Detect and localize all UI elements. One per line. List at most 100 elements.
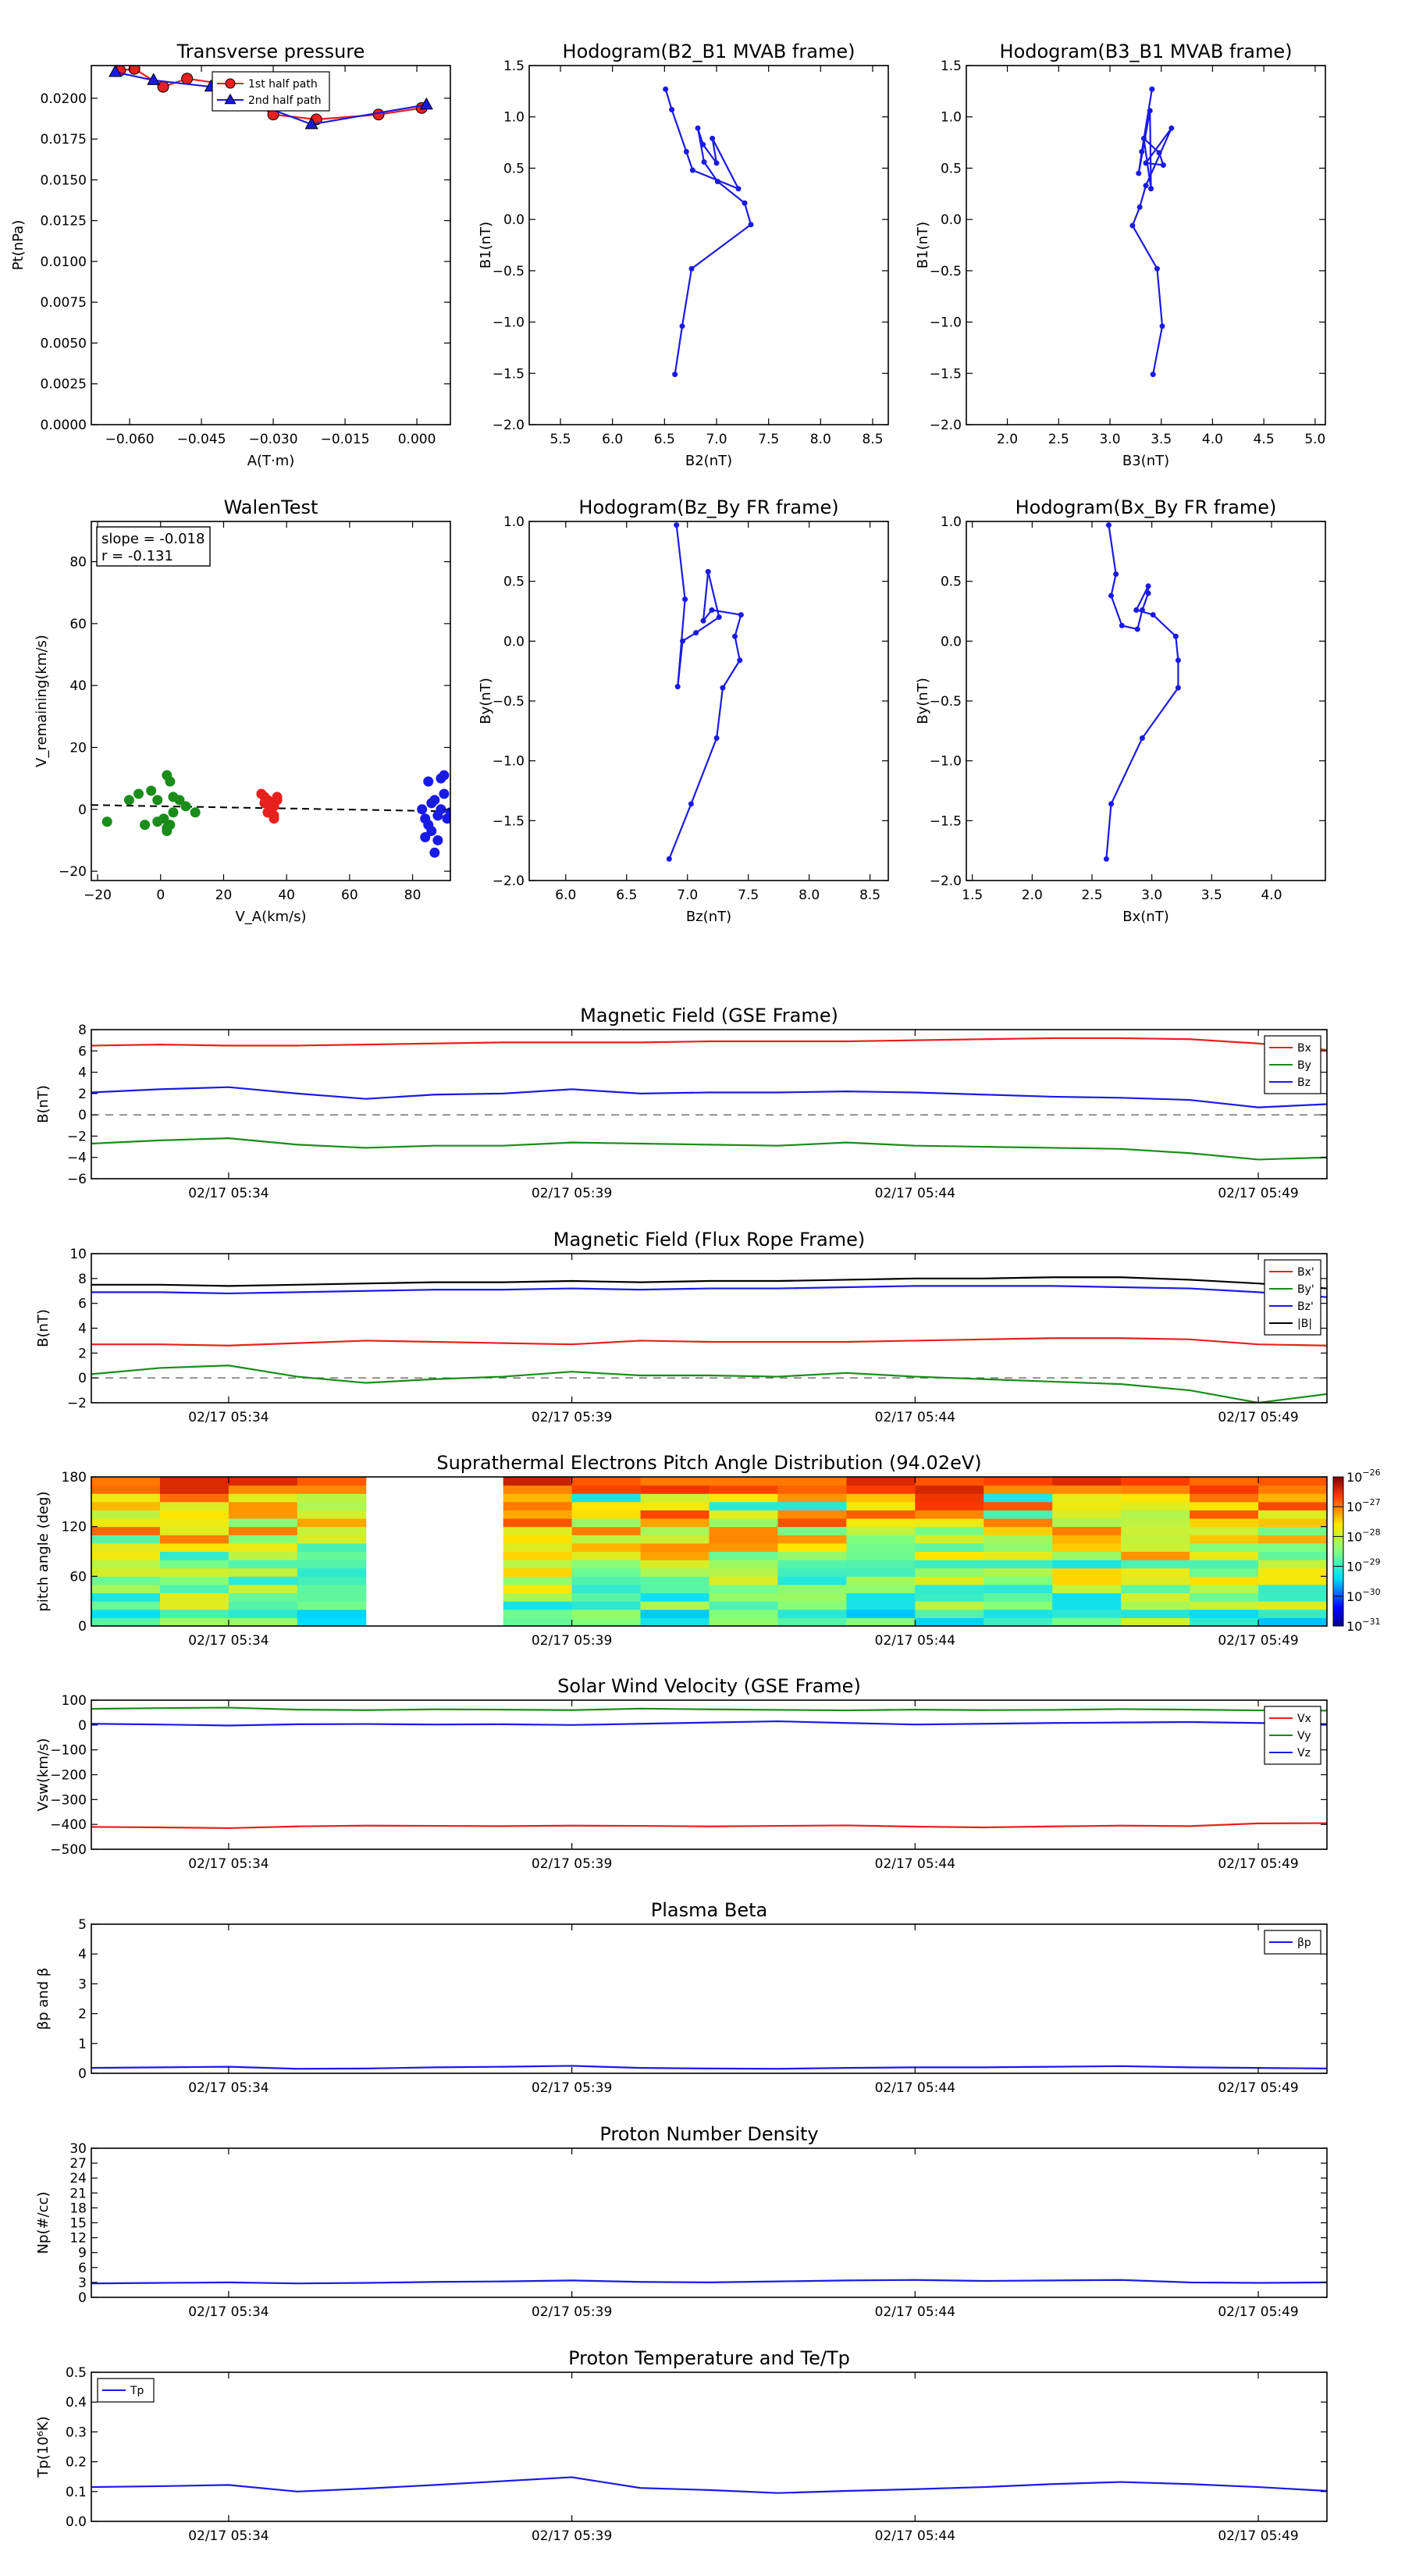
heatmap-cell: [915, 1584, 984, 1594]
y-tick-label: −1.0: [930, 754, 962, 770]
y-tick-label: −1.0: [930, 315, 962, 331]
heatmap-cell: [1121, 1485, 1190, 1494]
axes-frame: [91, 2371, 1328, 2522]
heatmap-cell: [91, 1560, 161, 1569]
series-line: [1105, 525, 1179, 859]
y-tick-label: 4: [78, 1322, 87, 1337]
heatmap-cell: [709, 1535, 778, 1544]
heatmap-cell: [91, 1601, 161, 1610]
heatmap-cell: [1258, 1551, 1327, 1560]
data-point: [688, 265, 695, 272]
series-line: [91, 1720, 1327, 1727]
time-tick-label: 02/17 05:39: [532, 1186, 612, 1201]
heatmap-cell: [984, 1584, 1053, 1594]
heatmap-cell: [297, 1518, 367, 1528]
time-tick-label: 02/17 05:34: [188, 1410, 269, 1425]
y-tick-label: 8: [78, 1272, 87, 1287]
y-tick-label: 3: [78, 2275, 87, 2291]
y-tick-label: 40: [69, 678, 87, 694]
heatmap-cell: [297, 1501, 367, 1510]
heatmap-cell: [984, 1592, 1053, 1602]
y-tick-label: 1: [78, 2037, 87, 2052]
heatmap-cell: [503, 1560, 573, 1569]
y-tick-label: 0.0075: [41, 295, 87, 311]
heatmap-cell: [777, 1551, 847, 1560]
heatmap-cell: [228, 1518, 298, 1528]
y-tick-label: 0.3: [66, 2425, 87, 2440]
data-point: [1149, 86, 1155, 92]
heatmap-cell: [1258, 1617, 1327, 1626]
colorbar: 10−26 10−27 10−28 10−29 10−30 10−31: [1332, 1468, 1381, 1634]
time-tick-label: 02/17 05:44: [875, 2080, 955, 2096]
heatmap-cell: [984, 1477, 1053, 1486]
y-tick-label: 0.5: [66, 2365, 87, 2381]
time-tick-label: 02/17 05:34: [188, 1633, 269, 1649]
heatmap-cell: [1190, 1617, 1259, 1626]
series-line: [91, 2065, 1327, 2070]
heatmap-cell: [846, 1560, 916, 1569]
x-tick-label: 1.5: [962, 888, 983, 903]
y-tick-label: 0.0050: [41, 336, 87, 351]
data-point: [683, 148, 689, 155]
chart-title: Proton Number Density: [599, 2123, 818, 2145]
chart-pad: 10−26 10−27 10−28 10−29 10−30 10−31 0 60 120 180 0…: [35, 1452, 1381, 1649]
series-line: [91, 1337, 1327, 1347]
heatmap-cell: [915, 1518, 984, 1528]
legend-label: Vz: [1297, 1747, 1311, 1759]
heatmap-cell: [91, 1551, 161, 1560]
heatmap-cell: [1190, 1542, 1259, 1552]
y-axis-label: Tp(10⁶K): [35, 2416, 52, 2478]
colorbar-exponent: −31: [1362, 1617, 1380, 1627]
heatmap-cell: [228, 1617, 298, 1626]
legend-label: Bx': [1297, 1266, 1314, 1279]
colorbar-exponent: −30: [1362, 1587, 1380, 1597]
y-tick-label: 18: [69, 2201, 87, 2216]
y-tick-label: −1.5: [493, 366, 525, 382]
chart-h3: −2.0 −1.5 −1.0 −0.5 0.0 0.5 1.0 6.0 6.5 7.0 7.5 8.0…: [478, 496, 889, 925]
chart-ts2: −2 0 2 4 6 8 10 02/17 05:34 02/17 05:39 02/17 05:…: [35, 1229, 1328, 1425]
scatter-point: [420, 831, 431, 842]
x-tick-label: 7.0: [706, 432, 727, 447]
time-tick-label: 02/17 05:34: [188, 2304, 269, 2320]
series-line: [91, 1037, 1327, 1051]
chart-title: Transverse pressure: [176, 41, 365, 62]
plot-area: [91, 1706, 1327, 1830]
time-tick-label: 02/17 05:44: [875, 1410, 955, 1425]
colorbar-exponent: −26: [1362, 1468, 1380, 1478]
heatmap-cell: [228, 1609, 298, 1618]
y-axis-label: By(nT): [915, 678, 931, 724]
heatmap-cell: [571, 1518, 642, 1528]
heatmap-cell: [297, 1542, 367, 1552]
data-point: [674, 684, 681, 690]
heatmap-cell: [91, 1493, 161, 1503]
heatmap-cell: [1052, 1592, 1122, 1602]
chart-title: Solar Wind Velocity (GSE Frame): [557, 1675, 861, 1697]
data-point: [710, 135, 716, 141]
data-point: [147, 73, 161, 85]
heatmap-cell: [228, 1584, 298, 1594]
y-tick-label: 0.0175: [41, 132, 87, 148]
legend: Bx By Bz: [1264, 1035, 1321, 1094]
data-point: [748, 222, 754, 228]
y-tick-label: 1.0: [503, 110, 525, 126]
scatter-point: [174, 795, 185, 806]
heatmap-cell: [571, 1485, 642, 1494]
y-tick-label: 3: [78, 1976, 87, 1992]
y-tick-label: 0: [78, 2290, 87, 2306]
heatmap-cell: [846, 1510, 916, 1519]
data-point: [735, 186, 742, 192]
y-tick-label: 10: [69, 1247, 87, 1262]
heatmap-cell: [984, 1601, 1053, 1610]
heatmap-cell: [709, 1617, 778, 1626]
scatter-point: [439, 788, 450, 799]
heatmap-cell: [640, 1551, 710, 1560]
y-tick-label: 6: [78, 2261, 87, 2276]
heatmap-cell: [571, 1601, 642, 1610]
colorbar-label: 10−28: [1346, 1527, 1381, 1544]
heatmap-cell: [777, 1477, 847, 1486]
data-point: [720, 685, 726, 691]
y-tick-label: −6: [67, 1172, 87, 1187]
x-tick-label: 7.5: [758, 432, 779, 447]
y-tick-label: 8: [78, 1023, 87, 1038]
x-tick-label: 6.5: [616, 888, 637, 903]
